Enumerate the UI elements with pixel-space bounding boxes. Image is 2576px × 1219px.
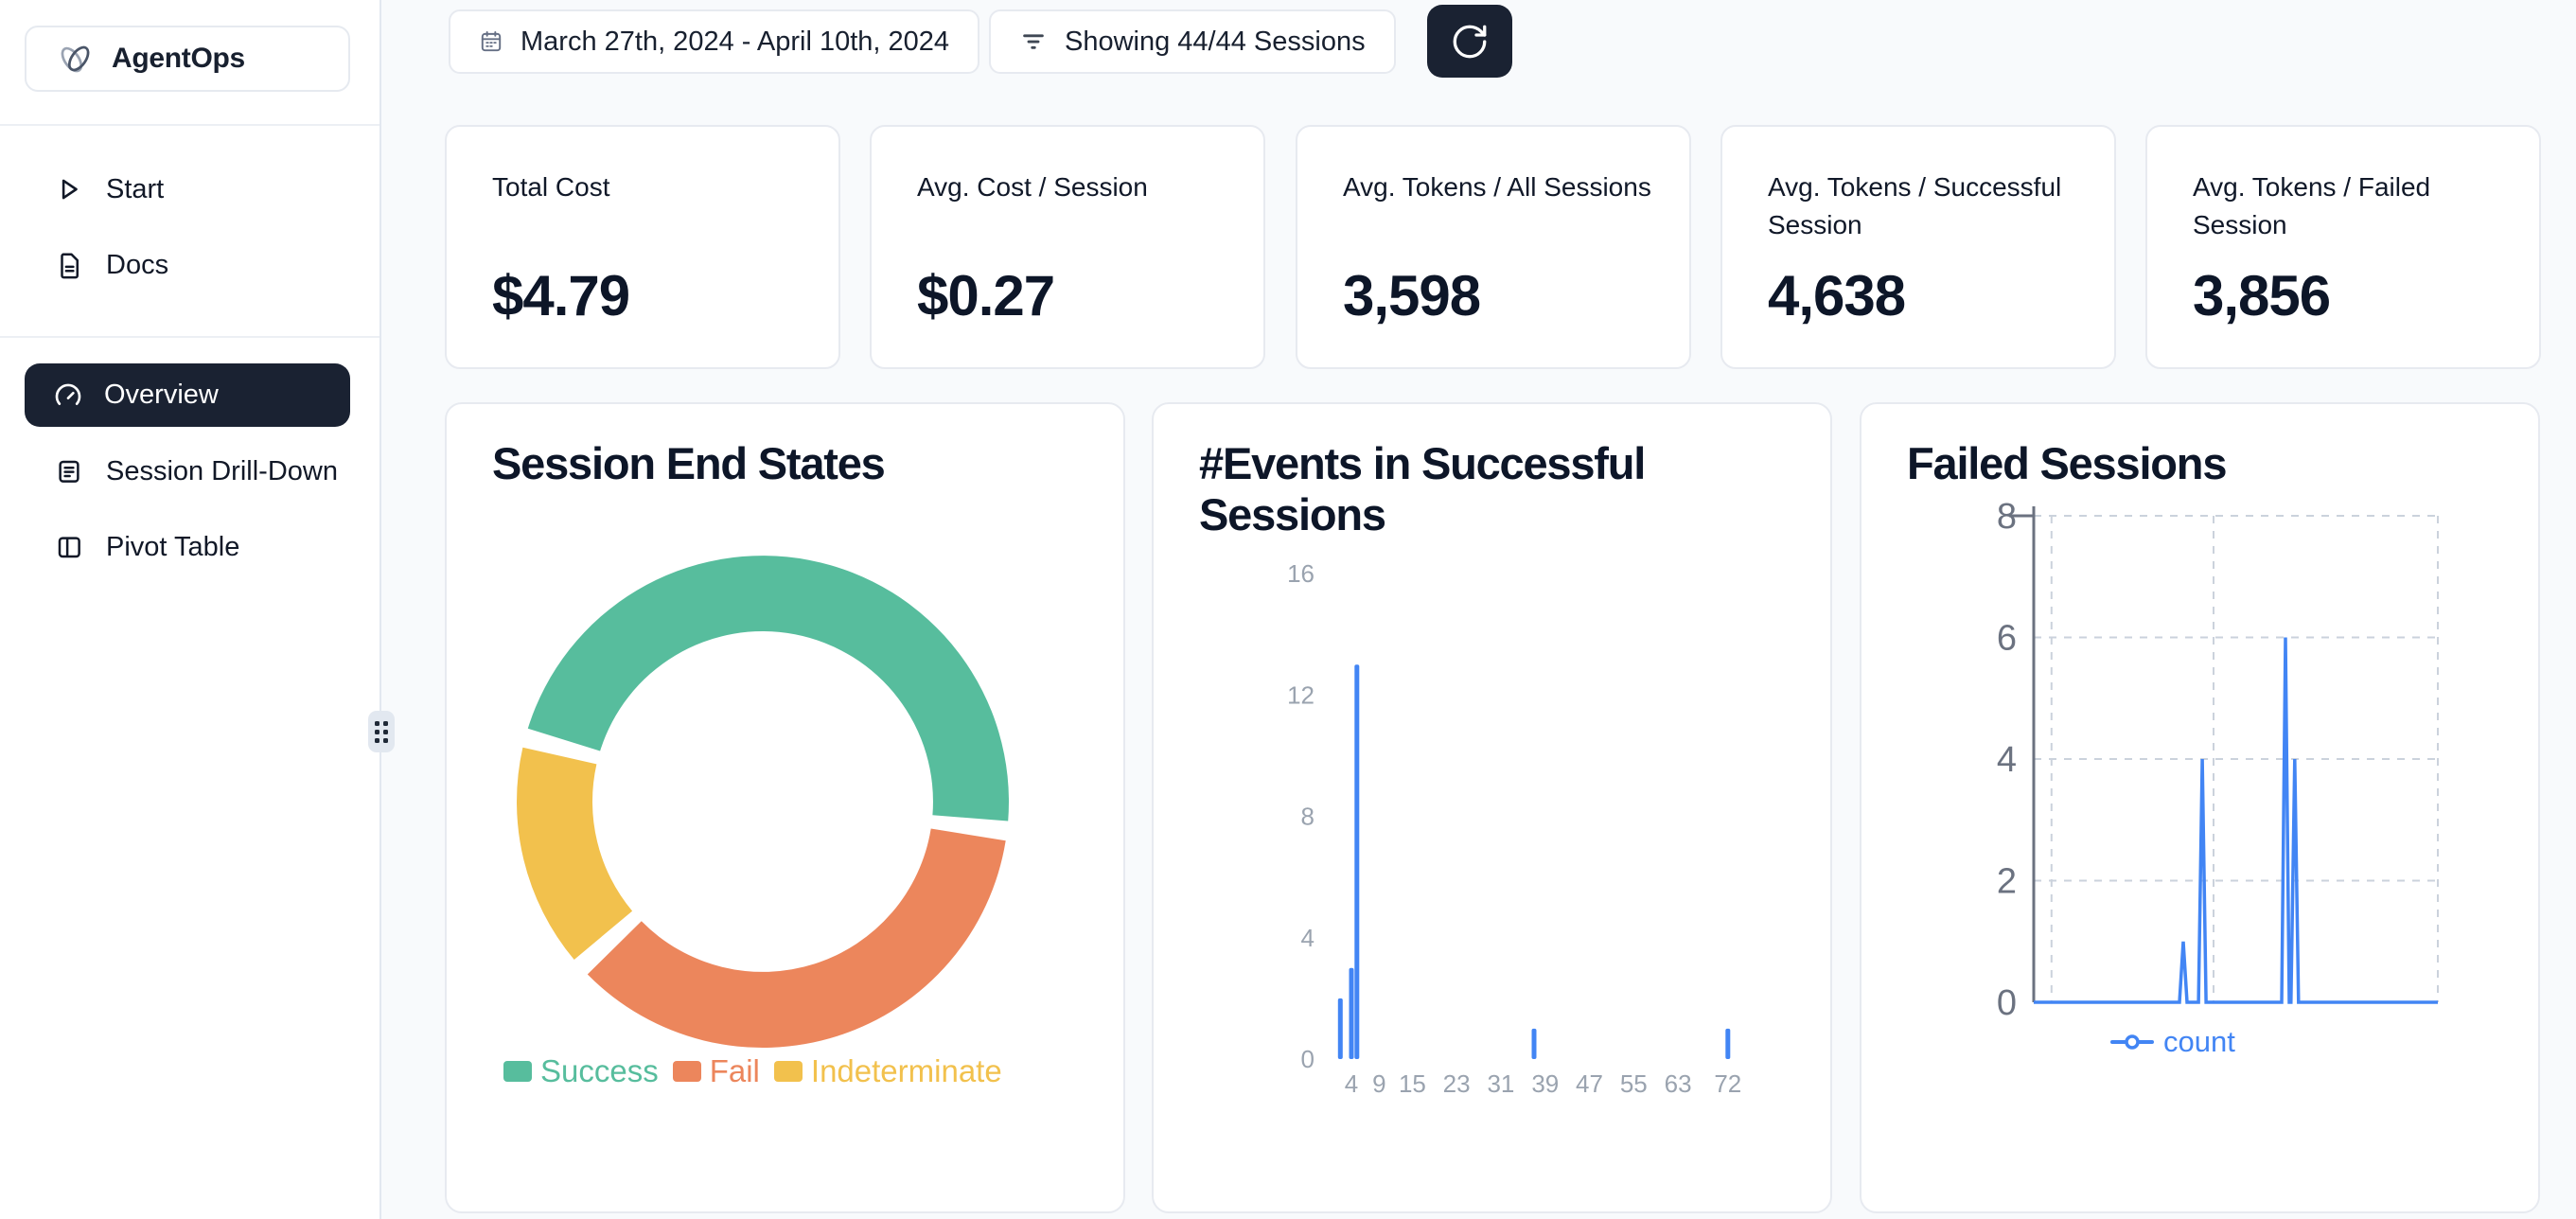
svg-text:0: 0 [1997,983,2017,1023]
stat-label: Avg. Tokens / Failed Session [2193,172,2431,239]
donut-chart [517,556,1009,1048]
stat-value: $4.79 [492,264,630,327]
svg-text:8: 8 [1997,497,2017,537]
stat-label: Avg. Tokens / Successful Session [1768,172,2062,239]
svg-text:4: 4 [1301,924,1314,952]
chart-title: Failed Sessions [1907,438,2227,488]
sidebar-item-label: Docs [106,249,169,280]
svg-text:4: 4 [1345,1069,1358,1098]
date-range-label: March 27th, 2024 - April 10th, 2024 [520,26,950,57]
svg-text:12: 12 [1287,680,1314,709]
stat-value: 3,598 [1343,264,1481,327]
app-name: AgentOps [112,43,245,74]
legend-label: Success [540,1053,659,1088]
chart-card-failed-sessions: Failed Sessions 0 2 4 6 8 count [1860,402,2540,1213]
list-document-icon [55,457,83,486]
line-marker-icon [2110,1034,2154,1051]
sidebar-divider [0,336,379,338]
split-panel-icon [55,533,83,561]
failed-sessions-line-chart: 0 2 4 6 8 [1997,497,2439,1023]
stat-label: Avg. Tokens / All Sessions [1343,172,1651,202]
sidebar-item-overview[interactable]: Overview [25,363,350,427]
refresh-button[interactable] [1427,5,1512,78]
legend-swatch [503,1061,532,1082]
svg-text:6: 6 [1997,619,2017,659]
stat-card-avg-tokens-all: Avg. Tokens / All Sessions 3,598 [1296,125,1691,369]
failed-legend-count[interactable]: count [2110,1025,2235,1059]
svg-text:2: 2 [1997,862,2017,902]
svg-text:39: 39 [1531,1069,1559,1098]
legend-item-indeterminate[interactable]: Indeterminate [773,1053,1002,1089]
svg-text:9: 9 [1372,1069,1385,1098]
svg-text:63: 63 [1665,1069,1692,1098]
sessions-filter-button[interactable]: Showing 44/44 Sessions [989,9,1396,74]
chart-card-events-successful: #Events in Successful Sessions 0 4 8 12 16 4 9… [1152,402,1832,1213]
legend-label: count [2163,1025,2235,1058]
svg-text:0: 0 [1301,1045,1314,1073]
sidebar-resize-handle[interactable] [368,711,395,752]
svg-text:47: 47 [1576,1069,1603,1098]
sidebar-item-start[interactable]: Start [0,160,379,219]
stat-value: 4,638 [1768,264,1906,327]
sidebar-divider [0,124,379,126]
sidebar-item-label: Start [106,173,165,204]
svg-text:15: 15 [1399,1069,1426,1098]
sessions-filter-label: Showing 44/44 Sessions [1065,26,1366,57]
legend-item-fail[interactable]: Fail [672,1053,760,1089]
chart-title: #Events in Successful Sessions [1199,438,1646,540]
sidebar: AgentOps Start Docs [0,0,381,1219]
sidebar-item-docs[interactable]: Docs [0,236,379,294]
svg-text:31: 31 [1487,1069,1514,1098]
legend-swatch [773,1061,803,1082]
chart-title: Session End States [492,438,886,488]
sidebar-item-label: Session Drill-Down [106,455,338,486]
sidebar-item-label: Overview [104,380,219,410]
svg-text:8: 8 [1301,803,1314,831]
sidebar-item-session-drill-down[interactable]: Session Drill-Down [0,442,379,501]
legend-label: Fail [709,1053,760,1088]
paperclip-logo-icon [55,39,95,79]
svg-text:55: 55 [1620,1069,1648,1098]
stat-card-total-cost: Total Cost $4.79 [445,125,840,369]
svg-text:16: 16 [1287,559,1314,588]
document-icon [55,251,83,279]
stat-label: Total Cost [492,172,610,202]
stat-card-avg-tokens-failed: Avg. Tokens / Failed Session 3,856 [2145,125,2541,369]
svg-text:4: 4 [1997,740,2017,780]
donut-legend: Success Fail Indeterminate [503,1053,1002,1089]
stat-label: Avg. Cost / Session [917,172,1148,202]
sidebar-item-pivot-table[interactable]: Pivot Table [0,518,379,576]
filter-lines-icon [1019,27,1048,56]
svg-text:23: 23 [1443,1069,1471,1098]
app-logo[interactable]: AgentOps [25,26,350,92]
play-icon [55,175,83,203]
stat-card-avg-tokens-successful: Avg. Tokens / Successful Session 4,638 [1720,125,2116,369]
legend-label: Indeterminate [810,1053,1002,1088]
calendar-icon [479,29,503,54]
stat-card-avg-cost-session: Avg. Cost / Session $0.27 [870,125,1265,369]
svg-text:72: 72 [1714,1069,1741,1098]
grip-dots-icon [375,720,388,743]
legend-swatch [672,1061,701,1082]
stat-value: $0.27 [917,264,1055,327]
refresh-icon [1450,22,1490,62]
chart-card-session-end-states: Session End States Success Fail Indeterm… [445,402,1125,1213]
sidebar-item-label: Pivot Table [106,531,240,562]
legend-item-success[interactable]: Success [503,1053,659,1089]
stat-value: 3,856 [2193,264,2331,327]
gauge-icon [53,380,83,411]
date-range-button[interactable]: March 27th, 2024 - April 10th, 2024 [449,9,980,74]
